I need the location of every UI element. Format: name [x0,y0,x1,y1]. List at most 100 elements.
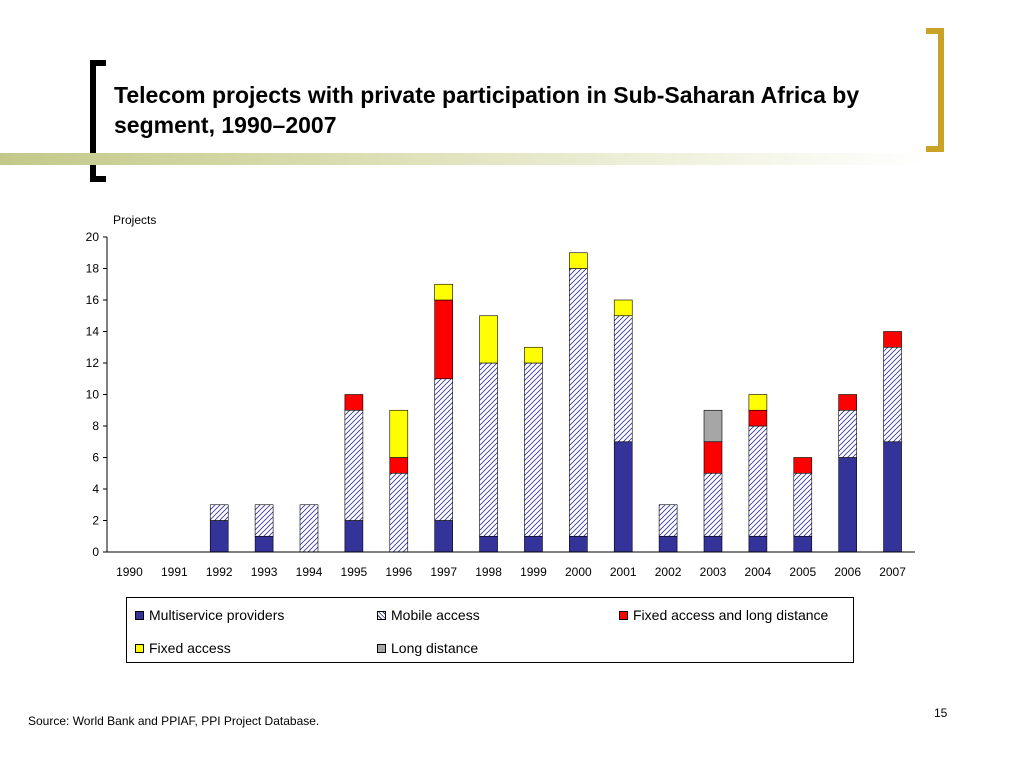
x-tick-label: 1994 [296,565,323,579]
bar-1996-fixed-access [389,409,409,458]
left-bracket-decoration [90,60,106,182]
source-note: Source: World Bank and PPIAF, PPI Projec… [28,714,320,728]
bar-2003-multiservice-providers [703,535,723,553]
bar-1994-mobile-access [299,504,319,553]
legend-swatch [377,643,386,653]
bar-2006-multiservice-providers [838,457,857,553]
title-underline-band [0,153,930,165]
y-tick-label: 8 [92,419,99,433]
bar-1999-multiservice-providers [524,535,543,553]
legend-label: Fixed access and long distance [633,607,829,623]
x-tick-label: 2000 [565,565,592,579]
bar-1996-mobile-access [389,472,409,553]
bar-2005-mobile-access [793,472,813,537]
x-tick-label: 1995 [341,565,368,579]
bar-2004-fixed-access [748,394,768,411]
y-tick-label: 14 [86,325,100,339]
bar-1997-multiservice-providers [434,520,453,553]
page-number: 15 [934,706,948,720]
x-tick-label: 1996 [385,565,412,579]
bar-1999-fixed-access [524,346,543,364]
bar-1997-mobile-access [434,378,453,521]
bar-1996-fixed-access-and-long-distance [389,457,409,474]
x-tick-label: 2003 [700,565,727,579]
y-axis-label: Projects [113,213,156,227]
bar-2007-multiservice-providers [883,441,902,553]
legend-item-multiservice-providers: Multiservice providers [135,607,284,623]
x-tick-label: 1999 [520,565,547,579]
y-tick-label: 2 [92,514,99,528]
legend-item-long-distance: Long distance [377,640,478,656]
bar-1998-fixed-access [479,315,498,364]
bar-2004-multiservice-providers [748,535,768,553]
legend-label: Mobile access [391,607,480,623]
x-tick-label: 1991 [161,565,188,579]
bar-2005-multiservice-providers [793,535,813,553]
bar-2007-mobile-access [883,346,902,443]
bar-1999-mobile-access [524,362,543,537]
bar-2000-multiservice-providers [569,535,588,553]
y-tick-label: 0 [92,545,99,559]
x-tick-label: 1997 [430,565,457,579]
x-tick-label: 1992 [206,565,233,579]
x-tick-label: 2005 [789,565,816,579]
bar-2001-mobile-access [613,315,633,443]
x-axis: 1990 1991 1992 1993 1994 1995 1996 1997 1998 1999… [107,551,915,579]
bar-1992-multiservice-providers [209,520,229,553]
x-tick-label: 1998 [475,565,502,579]
legend-swatch [377,610,386,620]
y-tick-label: 12 [86,356,100,370]
y-tick-label: 20 [86,230,100,244]
bar-2002-mobile-access [658,504,678,537]
bar-1995-mobile-access [344,409,364,521]
bar-2006-fixed-access-and-long-distance [838,394,857,411]
bars [209,252,902,553]
y-tick-label: 10 [86,388,100,402]
bar-1993-mobile-access [254,504,274,537]
legend-item-fixed-access-and-long-distance: Fixed access and long distance [619,607,828,623]
right-bracket-decoration [926,28,944,152]
bar-2001-multiservice-providers [613,441,633,553]
bar-2001-fixed-access [613,299,633,317]
bar-2005-fixed-access-and-long-distance [793,457,813,474]
legend-label: Long distance [391,640,479,656]
legend-label: Multiservice providers [149,607,285,623]
bar-2004-mobile-access [748,425,768,537]
legend-item-mobile-access: Mobile access [377,607,480,623]
bar-2007-fixed-access-and-long-distance [883,331,902,348]
bar-2004-fixed-access-and-long-distance [748,409,768,427]
legend-label: Fixed access [149,640,231,656]
bar-2003-long-distance [703,409,723,443]
bar-1995-multiservice-providers [344,520,364,553]
bar-2000-mobile-access [569,268,588,537]
x-tick-label: 2006 [834,565,861,579]
x-tick-label: 2007 [879,565,906,579]
y-tick-label: 6 [92,451,99,465]
legend-swatch [619,610,628,620]
y-tick-label: 4 [92,482,99,496]
legend-item-fixed-access: Fixed access [135,640,231,656]
bar-2003-fixed-access-and-long-distance [703,441,723,474]
bar-1998-mobile-access [479,362,498,537]
bar-1997-fixed-access [434,283,453,301]
legend-swatch [135,610,144,620]
bar-1998-multiservice-providers [479,535,498,553]
chart-legend: Multiservice providers Mobile access Fix… [126,597,854,663]
x-tick-label: 1990 [116,565,143,579]
slide-title: Telecom projects with private participat… [114,82,860,138]
bar-2000-fixed-access [569,252,588,269]
bar-1995-fixed-access-and-long-distance [344,394,364,411]
x-tick-label: 2001 [610,565,637,579]
x-tick-label: 2004 [745,565,772,579]
bar-2003-mobile-access [703,472,723,537]
bar-1997-fixed-access-and-long-distance [434,299,453,380]
bar-1993-multiservice-providers [254,535,274,553]
bar-1992-mobile-access [209,504,229,521]
bar-2006-mobile-access [838,409,857,458]
x-tick-label: 1993 [251,565,278,579]
legend-swatch [135,643,144,653]
x-tick-label: 2002 [655,565,682,579]
y-tick-label: 18 [86,262,100,276]
y-tick-label: 16 [86,293,100,307]
